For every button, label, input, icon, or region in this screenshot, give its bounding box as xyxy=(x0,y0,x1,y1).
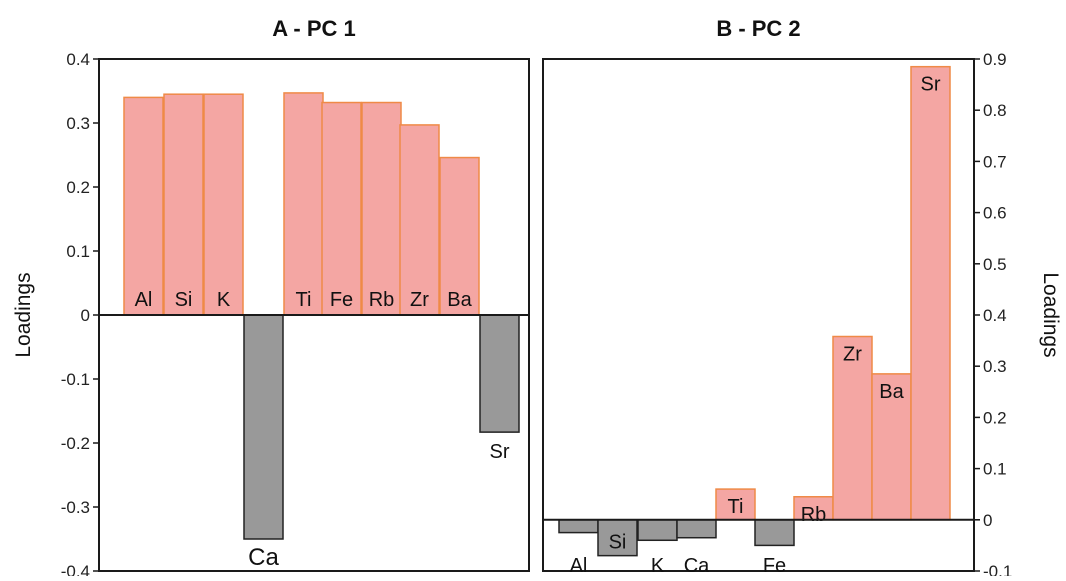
y-tick-label: 0.4 xyxy=(66,50,90,69)
y-tick-label: 0.8 xyxy=(983,101,1007,120)
bar-label-rb: Rb xyxy=(369,289,395,311)
chart-title: B - PC 2 xyxy=(716,16,800,41)
bar-fe xyxy=(754,519,795,547)
y-axis-label: Loadings xyxy=(1039,272,1062,357)
panel-a: A - PC 1 Loadings 0.4 0.3 0.2 0.1 0 -0.1 -0.2 -0.… xyxy=(12,16,530,581)
bar-label-k: K xyxy=(217,289,231,311)
y-tick-label: 0.7 xyxy=(983,152,1007,171)
panel-b: B - PC 2 Loadings 0.9 0.8 0.7 0.6 0.5 0.4 0.3 0.2… xyxy=(542,16,1062,581)
y-axis-label: Loadings xyxy=(12,272,35,357)
bar-rb xyxy=(361,101,402,316)
bar-ba xyxy=(439,156,480,316)
bar-label-zr: Zr xyxy=(843,344,862,366)
y-tick-label: 0.3 xyxy=(66,114,90,133)
bar-label-fe: Fe xyxy=(330,289,353,311)
y-tick-label: 0.1 xyxy=(66,242,90,261)
y-tick-label: 0 xyxy=(81,306,90,325)
bar-label-ba: Ba xyxy=(447,289,472,311)
bar-ti xyxy=(283,92,324,316)
bar-k xyxy=(203,93,244,316)
y-tick-label: 0.3 xyxy=(983,357,1007,376)
bar-label-ba: Ba xyxy=(879,381,904,403)
bar-label-ca: Ca xyxy=(248,544,279,571)
bar-label-sr: Sr xyxy=(490,441,510,463)
bar-si xyxy=(163,93,204,316)
y-tick-label: -0.4 xyxy=(61,562,90,576)
bar-label-al: Al xyxy=(135,289,153,311)
bar-sr xyxy=(479,314,520,433)
bar-label-ti: Ti xyxy=(728,496,744,518)
bar-ca xyxy=(243,314,284,540)
bar-label-si: Si xyxy=(175,289,193,311)
bar-al xyxy=(123,96,164,316)
bar-zr xyxy=(832,335,873,521)
bar-al xyxy=(558,519,599,534)
y-tick-label: 0.5 xyxy=(983,255,1007,274)
bar-sr xyxy=(910,65,951,521)
bar-ca xyxy=(676,519,717,539)
y-tick-label: 0.2 xyxy=(66,178,90,197)
bar-label-k: K xyxy=(651,555,665,576)
y-tick-label: 0.9 xyxy=(983,50,1007,69)
bar-k xyxy=(637,519,678,542)
bar-label-zr: Zr xyxy=(410,289,429,311)
y-tick-label: -0.1 xyxy=(983,562,1012,576)
bar-fe xyxy=(321,101,362,316)
chart-title: A - PC 1 xyxy=(272,16,356,41)
y-tick-label: -0.2 xyxy=(61,434,90,453)
bar-label-ca: Ca xyxy=(684,555,710,576)
y-tick-label: 0.1 xyxy=(983,460,1007,479)
y-tick-label: 0.2 xyxy=(983,408,1007,427)
bar-label-rb: Rb xyxy=(801,504,827,526)
bar-si xyxy=(597,519,638,557)
bar-label-fe: Fe xyxy=(763,555,786,576)
y-tick-label: -0.3 xyxy=(61,498,90,517)
bar-label-sr: Sr xyxy=(921,74,941,96)
bar-label-ti: Ti xyxy=(296,289,312,311)
bar-zr xyxy=(399,124,440,316)
y-tick-label: 0.4 xyxy=(983,306,1007,325)
bar-label-al: Al xyxy=(570,555,588,576)
bar-label-si: Si xyxy=(609,532,627,554)
y-tick-label: -0.1 xyxy=(61,370,90,389)
y-tick-label: 0 xyxy=(983,511,992,530)
y-tick-label: 0.6 xyxy=(983,204,1007,223)
